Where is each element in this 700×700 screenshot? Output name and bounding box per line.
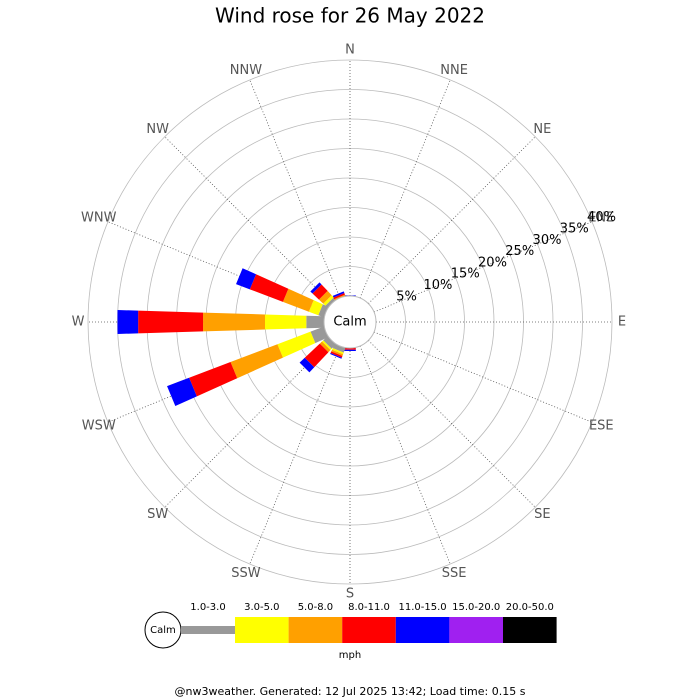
legend-swatch [449,617,503,643]
direction-label: NNE [440,63,468,78]
wind-bar [203,312,265,332]
wind-bar [236,268,257,290]
legend-swatch [503,617,557,643]
spoke [359,79,451,299]
direction-label: W [72,315,85,330]
legend-swatch [181,626,235,634]
calm-circle [323,295,377,349]
direction-label: ENE [588,210,614,225]
wind-bar [138,310,204,334]
wind-bar [318,304,329,318]
spoke [368,340,536,508]
wind-bar [308,300,323,316]
spoke [249,345,341,565]
spoke [359,345,451,565]
direction-label: WNW [81,210,117,225]
direction-label: ESE [589,419,614,434]
direction-label: E [618,315,626,330]
wind-bar [282,288,314,312]
wind-bar [312,284,328,300]
tick-label: 15% [451,267,480,282]
direction-label: NE [533,122,551,137]
direction-label: SW [147,507,168,522]
wind-bar [167,377,197,407]
wind-bar [117,310,139,334]
wind-bar [330,352,342,359]
wind-bar [332,343,346,353]
wind-bar [325,297,336,308]
legend-label: 11.0-15.0 [399,602,447,613]
wind-bar [304,343,329,368]
tick-label: 35% [560,222,589,237]
spoke [164,136,332,304]
wind-bar [310,282,322,294]
tick-label: 40% [587,210,616,225]
chart-title: Wind rose for 26 May 2022 [215,4,485,28]
direction-label: NW [146,122,169,137]
legend-swatch [395,617,450,643]
direction-label: SSE [442,566,467,581]
unit-label: mph [339,650,361,661]
tick-label: 10% [424,278,453,293]
wind-bar [344,349,356,351]
wind-bar [299,357,315,373]
wind-bar [318,290,332,304]
wind-bar [230,344,283,379]
wind-bar [310,326,329,344]
legend-label: 20.0-50.0 [506,602,554,613]
tick-label: 30% [533,233,562,248]
legend-label: 5.0-8.0 [298,602,333,613]
wind-bar [277,331,316,358]
wind-bar [249,274,289,302]
footer: @nw3weather. Generated: 12 Jul 2025 13:4… [175,685,526,698]
spoke [373,221,593,313]
legend-calm-label: Calm [150,625,176,636]
wind-bar [319,341,331,353]
ring [87,59,613,585]
wind-bar [330,351,343,358]
direction-label: WSW [82,419,116,434]
wind-bar [265,314,307,330]
spoke [373,331,593,423]
wind-bar [334,294,346,301]
wind-bar [323,295,334,306]
wind-bar [323,336,336,349]
wind-bar [321,340,332,351]
wind-bar [333,293,345,300]
calm-label: Calm [333,315,366,330]
tick-label: 25% [505,244,534,259]
direction-label: S [346,587,354,602]
wind-bar [332,291,345,298]
tick-label: 20% [478,255,507,270]
direction-label: SE [534,507,550,522]
direction-label: N [345,43,355,58]
direction-label: SSW [231,566,261,581]
legend-label: 3.0-5.0 [244,602,279,613]
legend-swatch [288,617,343,643]
direction-label: NNW [230,63,262,78]
spoke [164,340,332,508]
legend-label: 8.0-11.0 [348,602,390,613]
tick-label: 5% [396,289,417,304]
legend-label: 1.0-3.0 [190,602,225,613]
spoke [249,79,341,299]
wind-bar [344,348,356,350]
legend-label: 15.0-20.0 [452,602,500,613]
wind-bar [332,348,344,355]
legend-swatch [342,617,396,643]
wind-bar [189,362,238,397]
wind-bar [331,349,344,356]
wind-bar [306,315,324,329]
legend-swatch [235,617,289,643]
spoke [368,136,536,304]
